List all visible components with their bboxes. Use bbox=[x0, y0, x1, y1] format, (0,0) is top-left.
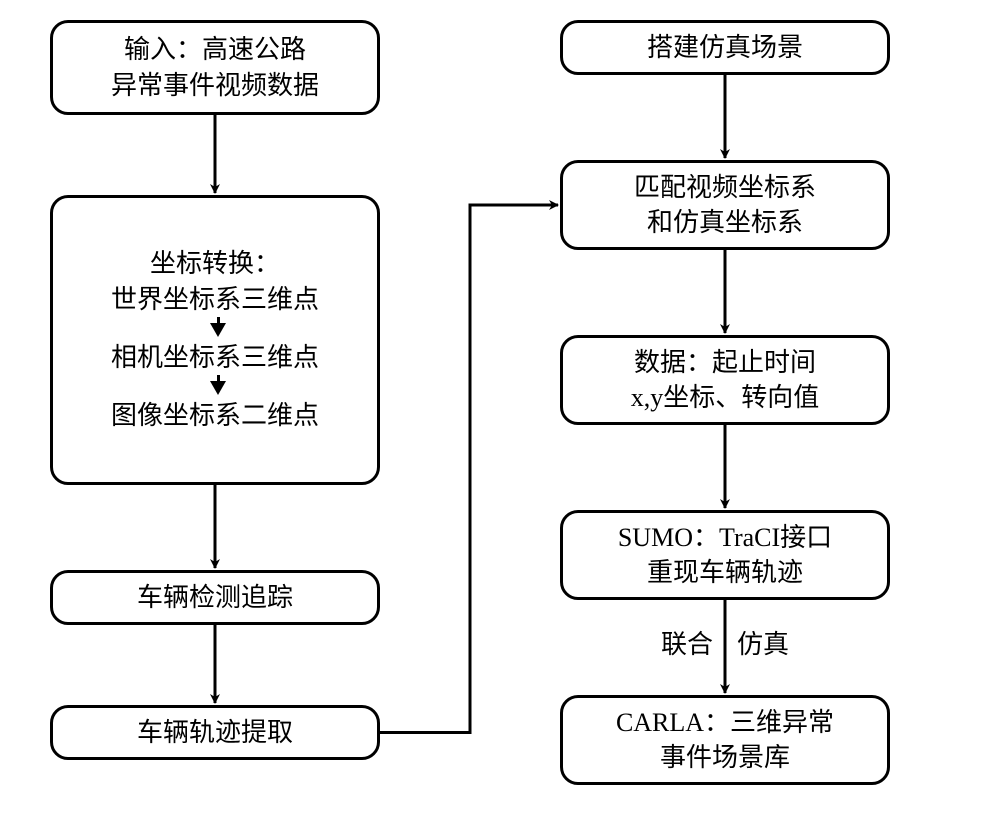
node-text: 数据：起止时间 bbox=[634, 345, 816, 380]
flow-node-n9: CARLA：三维异常事件场景库 bbox=[560, 695, 890, 785]
node-text: 车辆检测追踪 bbox=[137, 580, 293, 615]
node-text: 搭建仿真场景 bbox=[647, 30, 803, 65]
inner-arrow-shaft bbox=[217, 375, 220, 381]
node-text: 输入：高速公路 bbox=[124, 32, 306, 67]
node-text: 坐标转换： bbox=[150, 246, 280, 281]
node-text: SUMO：TraCI接口 bbox=[618, 520, 832, 555]
node-text: x,y坐标、转向值 bbox=[631, 380, 820, 415]
flow-node-n7: 数据：起止时间x,y坐标、转向值 bbox=[560, 335, 890, 425]
flow-node-n1: 输入：高速公路异常事件视频数据 bbox=[50, 20, 380, 115]
flow-node-n8: SUMO：TraCI接口重现车辆轨迹 bbox=[560, 510, 890, 600]
inner-arrow-icon bbox=[210, 323, 226, 337]
flow-node-n6: 匹配视频坐标系和仿真坐标系 bbox=[560, 160, 890, 250]
node-text: 相机坐标系三维点 bbox=[111, 340, 319, 375]
inner-arrow-icon bbox=[210, 381, 226, 395]
node-text: 异常事件视频数据 bbox=[111, 68, 319, 103]
flow-node-n5: 搭建仿真场景 bbox=[560, 20, 890, 75]
edge-label: 联合 bbox=[661, 629, 713, 660]
flow-node-n2: 坐标转换：世界坐标系三维点相机坐标系三维点图像坐标系二维点 bbox=[50, 195, 380, 485]
flow-node-n3: 车辆检测追踪 bbox=[50, 570, 380, 625]
node-text: 匹配视频坐标系 bbox=[634, 170, 816, 205]
node-text: CARLA：三维异常 bbox=[616, 705, 834, 740]
node-text: 重现车辆轨迹 bbox=[647, 555, 803, 590]
node-text: 图像坐标系二维点 bbox=[111, 398, 319, 433]
node-text: 和仿真坐标系 bbox=[647, 205, 803, 240]
edge-label: 仿真 bbox=[737, 629, 789, 660]
inner-arrow-shaft bbox=[217, 317, 220, 323]
node-text: 世界坐标系三维点 bbox=[111, 282, 319, 317]
node-text: 事件场景库 bbox=[660, 740, 790, 775]
flow-node-n4: 车辆轨迹提取 bbox=[50, 705, 380, 760]
node-text: 车辆轨迹提取 bbox=[137, 715, 293, 750]
